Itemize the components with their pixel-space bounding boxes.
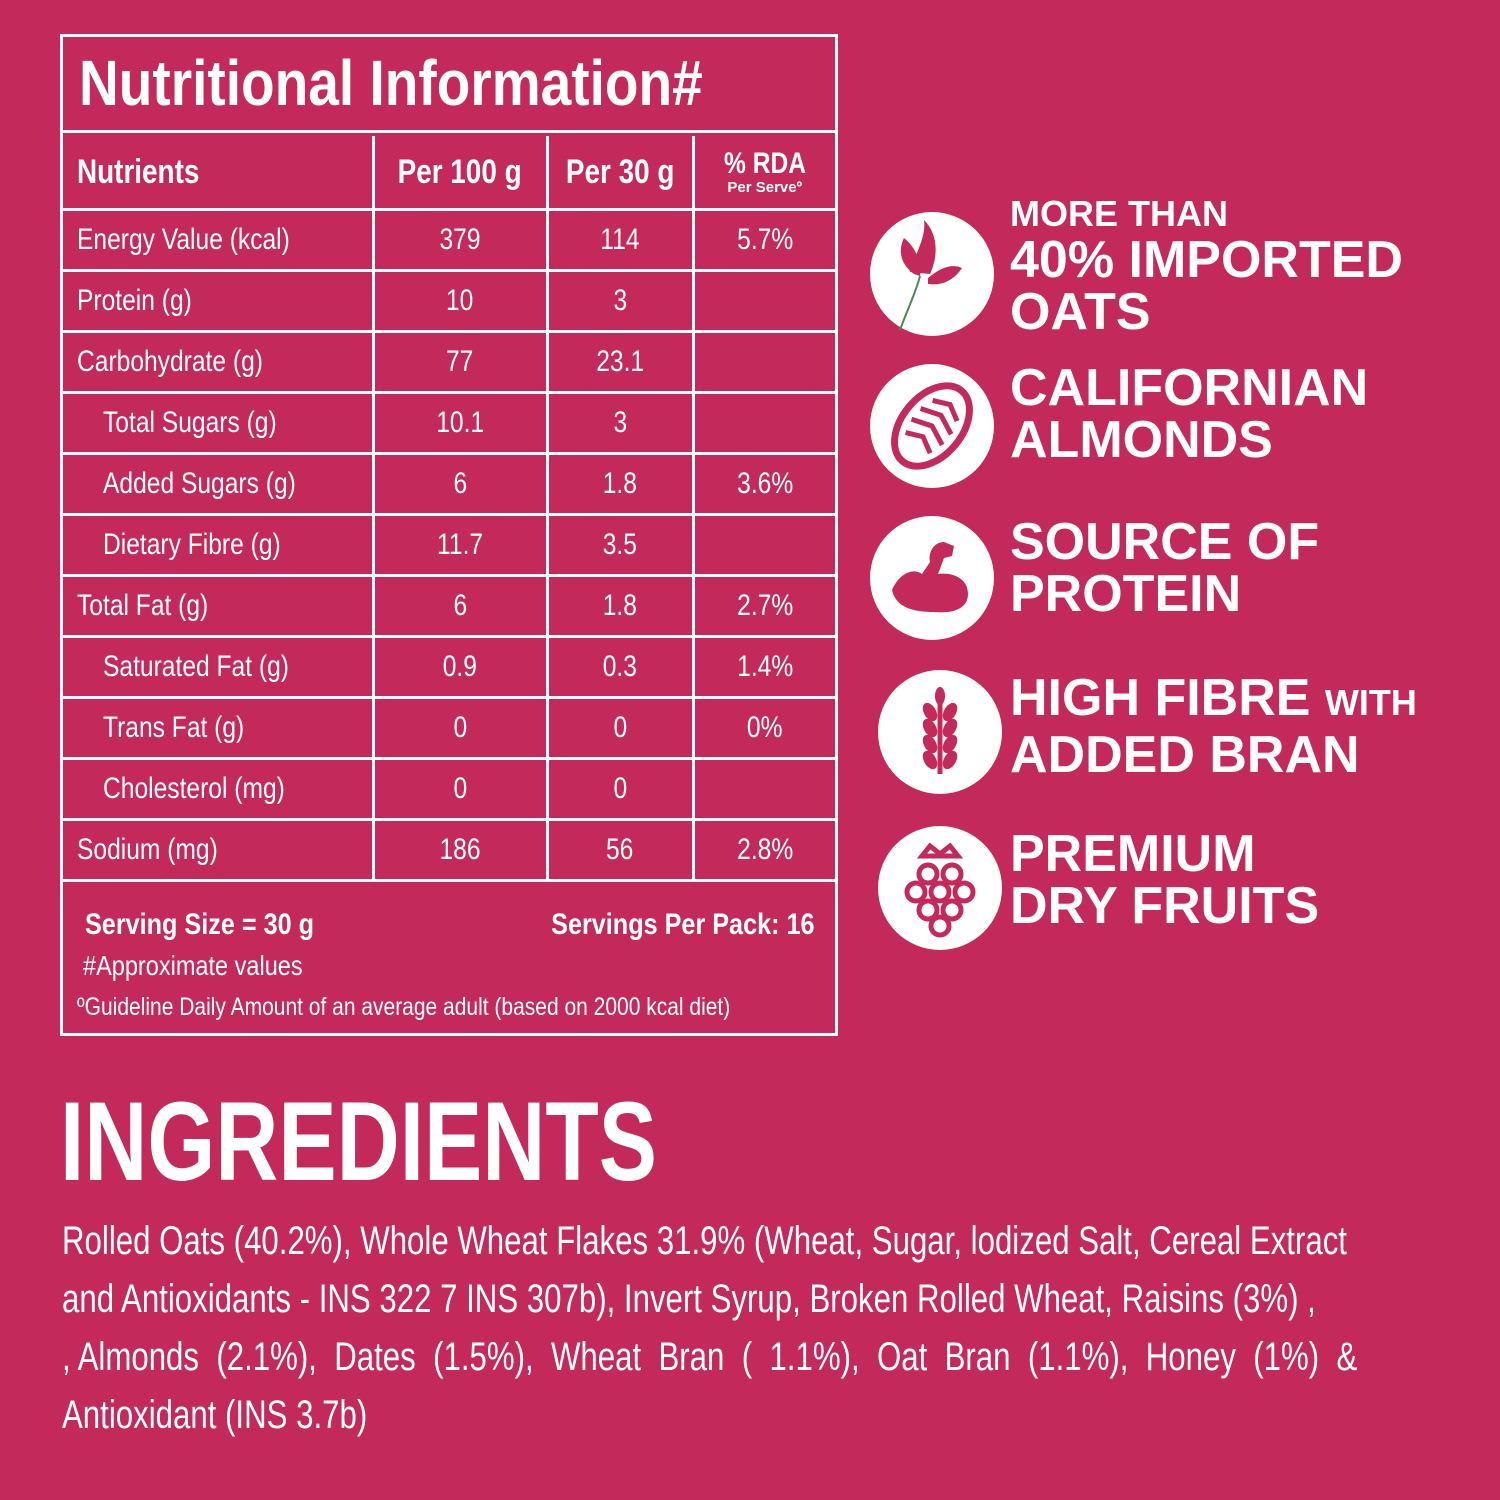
feature-2-line1: CALIFORNIAN	[1010, 359, 1369, 417]
nutrition-row: Total Sugars (g) 10.1 3	[63, 391, 835, 455]
flexed-arm-icon	[870, 516, 994, 640]
ingredients-line: , Almonds (2.1%), Dates (1.5%), Wheat Br…	[62, 1335, 1358, 1379]
feature-2-line2: ALMONDS	[1010, 411, 1273, 469]
nutrition-row: Protein (g) 10 3	[63, 269, 835, 333]
approx-note: #Approximate values	[83, 950, 303, 981]
nutrition-title-bar: Nutritional Information#	[63, 37, 835, 133]
value-rda	[691, 757, 835, 821]
nutrient-name: Cholesterol (mg)	[63, 757, 375, 821]
feature-3-line1: SOURCE OF	[1010, 513, 1320, 571]
nutrient-name: Dietary Fibre (g)	[63, 513, 375, 577]
header-rda: % RDA Per Serveº	[691, 136, 835, 211]
nutrition-footer: Serving Size = 30 g Servings Per Pack: 1…	[63, 890, 835, 1036]
value-per-100g: 11.7	[371, 513, 549, 577]
value-per-30g: 3	[545, 269, 695, 333]
header-rda-sub: Per Serveº	[727, 178, 803, 196]
value-per-100g: 0	[371, 757, 549, 821]
value-per-30g: 1.8	[545, 452, 695, 516]
nutrient-name: Carbohydrate (g)	[63, 330, 375, 394]
value-rda	[691, 269, 835, 333]
value-rda: 1.4%	[691, 635, 835, 699]
ingredients-line: Rolled Oats (40.2%), Whole Wheat Flakes …	[62, 1219, 1347, 1263]
value-per-100g: 10.1	[371, 391, 549, 455]
value-per-30g: 0	[545, 757, 695, 821]
feature-4-line2: ADDED BRAN	[1010, 726, 1360, 784]
feature-5-line2: DRY FRUITS	[1010, 877, 1320, 935]
nutrient-name: Trans Fat (g)	[63, 696, 375, 760]
value-per-100g: 77	[371, 330, 549, 394]
header-per-30g: Per 30 g	[545, 136, 695, 211]
header-nutrients: Nutrients	[63, 136, 375, 211]
nutrition-row: Sodium (mg) 186 56 2.8%	[63, 818, 835, 882]
nutrition-row: Saturated Fat (g) 0.9 0.3 1.4%	[63, 635, 835, 699]
feature-1-line3: OATS	[1010, 283, 1151, 341]
value-per-30g: 0.3	[545, 635, 695, 699]
value-rda: 5.7%	[691, 208, 835, 272]
almond-icon	[870, 364, 994, 488]
value-rda	[691, 391, 835, 455]
nutrient-name: Total Sugars (g)	[63, 391, 375, 455]
nutrition-row: Added Sugars (g) 6 1.8 3.6%	[63, 452, 835, 516]
oat-stalk-icon	[870, 212, 994, 336]
header-per-100g: Per 100 g	[371, 136, 549, 211]
value-rda	[691, 330, 835, 394]
value-per-30g: 56	[545, 818, 695, 882]
servings-per-pack: Servings Per Pack: 16	[551, 908, 815, 941]
raspberry-icon	[878, 826, 1002, 950]
nutrition-table: Nutrients Per 100 g Per 30 g % RDA Per S…	[63, 136, 835, 882]
value-per-100g: 379	[371, 208, 549, 272]
nutrition-row: Carbohydrate (g) 77 23.1	[63, 330, 835, 394]
guideline-note: ºGuideline Daily Amount of an average ad…	[77, 993, 731, 1021]
nutrition-row: Cholesterol (mg) 0 0	[63, 757, 835, 821]
value-per-100g: 0	[371, 696, 549, 760]
value-per-30g: 0	[545, 696, 695, 760]
nutrient-name: Saturated Fat (g)	[63, 635, 375, 699]
nutrition-panel: Nutritional Information# Nutrients Per 1…	[60, 34, 838, 1036]
nutrient-name: Protein (g)	[63, 269, 375, 333]
value-rda: 2.8%	[691, 818, 835, 882]
serving-size: Serving Size = 30 g	[85, 908, 315, 941]
feature-1-line2: 40% IMPORTED	[1010, 231, 1403, 289]
feature-5-line1: PREMIUM	[1010, 825, 1256, 883]
value-per-100g: 186	[371, 818, 549, 882]
ingredients-line: Antioxidant (INS 3.7b)	[62, 1393, 368, 1437]
value-per-100g: 6	[371, 574, 549, 638]
value-per-30g: 3	[545, 391, 695, 455]
wheat-icon	[878, 670, 1002, 794]
value-rda: 3.6%	[691, 452, 835, 516]
nutrition-row: Energy Value (kcal) 379 114 5.7%	[63, 208, 835, 272]
feature-4-line1-small: WITH	[1324, 682, 1417, 723]
feature-4-line1: HIGH FIBRE	[1010, 669, 1311, 727]
nutrition-title: Nutritional Information#	[79, 47, 703, 119]
nutrient-name: Energy Value (kcal)	[63, 208, 375, 272]
nutrient-name: Sodium (mg)	[63, 818, 375, 882]
feature-1-line1: MORE THAN	[1010, 193, 1228, 234]
value-per-100g: 10	[371, 269, 549, 333]
nutrition-header-row: Nutrients Per 100 g Per 30 g % RDA Per S…	[63, 136, 835, 211]
value-per-100g: 0.9	[371, 635, 549, 699]
value-per-30g: 114	[545, 208, 695, 272]
value-per-30g: 23.1	[545, 330, 695, 394]
feature-3-line2: PROTEIN	[1010, 565, 1242, 623]
value-per-100g: 6	[371, 452, 549, 516]
value-per-30g: 1.8	[545, 574, 695, 638]
ingredients-text: Rolled Oats (40.2%), Whole Wheat Flakes …	[62, 1212, 1437, 1444]
nutrition-row: Total Fat (g) 6 1.8 2.7%	[63, 574, 835, 638]
value-rda	[691, 513, 835, 577]
nutrition-row: Trans Fat (g) 0 0 0%	[63, 696, 835, 760]
value-rda: 2.7%	[691, 574, 835, 638]
ingredients-line: and Antioxidants - INS 322 7 INS 307b), …	[62, 1277, 1316, 1321]
nutrition-row: Dietary Fibre (g) 11.7 3.5	[63, 513, 835, 577]
nutrient-name: Total Fat (g)	[63, 574, 375, 638]
nutrient-name: Added Sugars (g)	[63, 452, 375, 516]
ingredients-title: INGREDIENTS	[60, 1079, 658, 1204]
value-rda: 0%	[691, 696, 835, 760]
value-per-30g: 3.5	[545, 513, 695, 577]
